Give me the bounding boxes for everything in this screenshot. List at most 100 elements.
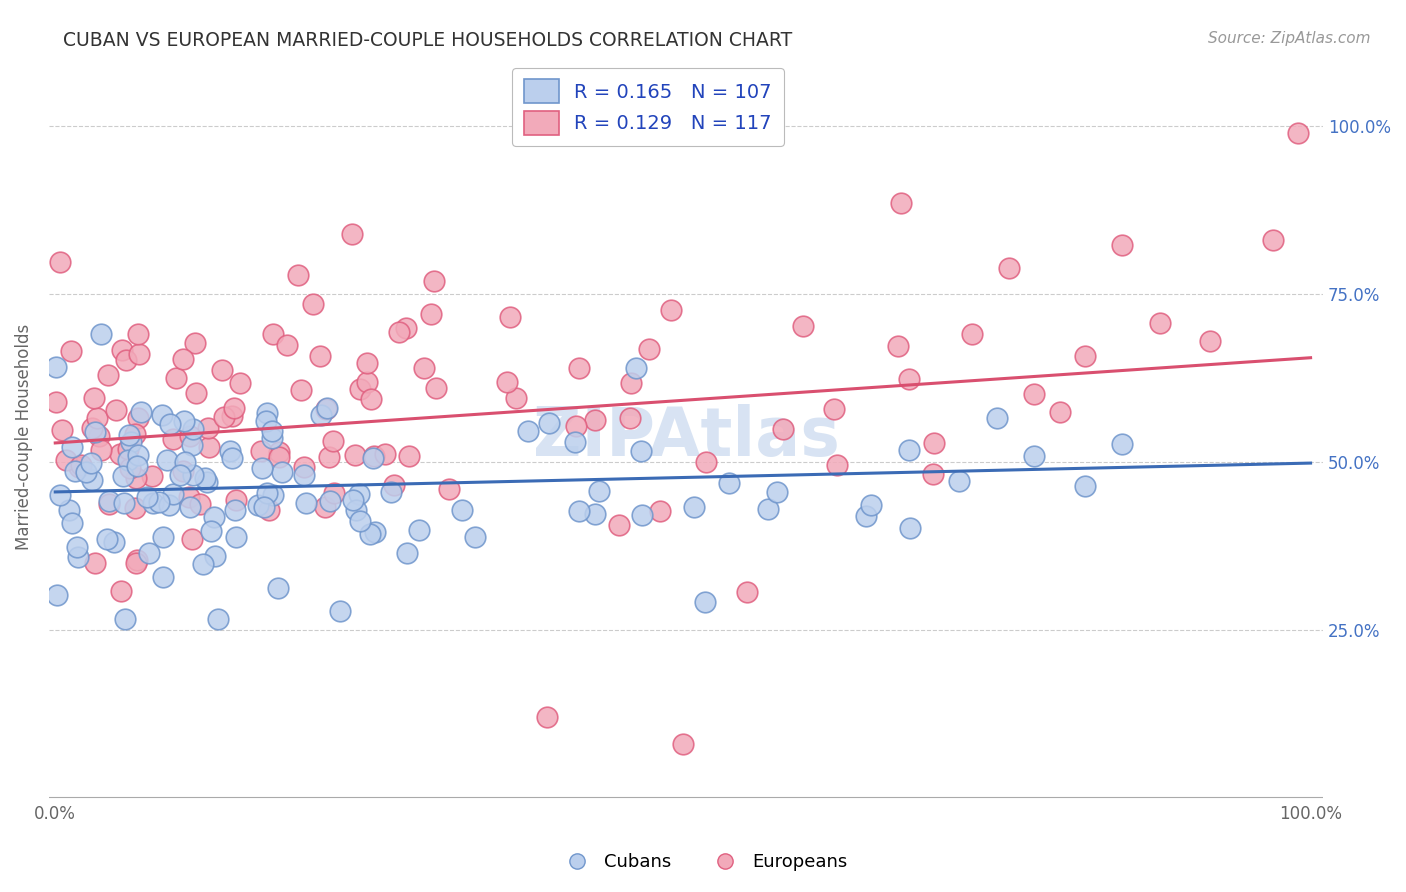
Point	[152, 570, 174, 584]
Point	[620, 376, 643, 390]
Point	[363, 449, 385, 463]
Point	[125, 470, 148, 484]
Point	[193, 558, 215, 572]
Point	[181, 533, 204, 547]
Point	[194, 471, 217, 485]
Point	[110, 583, 132, 598]
Point	[173, 455, 195, 469]
Point	[247, 499, 270, 513]
Point	[315, 401, 337, 416]
Point	[766, 484, 789, 499]
Point	[225, 530, 247, 544]
Point	[1073, 350, 1095, 364]
Point	[138, 546, 160, 560]
Point	[276, 337, 298, 351]
Point	[125, 556, 148, 570]
Point	[948, 475, 970, 489]
Point	[267, 450, 290, 464]
Point	[86, 411, 108, 425]
Point	[890, 195, 912, 210]
Point	[922, 467, 945, 482]
Point	[960, 326, 983, 341]
Point	[46, 588, 69, 602]
Point	[425, 381, 447, 395]
Point	[860, 498, 883, 512]
Point	[648, 504, 671, 518]
Point	[104, 403, 127, 417]
Legend: R = 0.165   N = 107, R = 0.129   N = 117: R = 0.165 N = 107, R = 0.129 N = 117	[512, 68, 783, 146]
Point	[360, 392, 382, 407]
Text: CUBAN VS EUROPEAN MARRIED-COUPLE HOUSEHOLDS CORRELATION CHART: CUBAN VS EUROPEAN MARRIED-COUPLE HOUSEHO…	[63, 31, 793, 50]
Point	[1261, 233, 1284, 247]
Point	[262, 431, 284, 445]
Point	[221, 409, 243, 423]
Point	[195, 475, 218, 490]
Point	[98, 497, 121, 511]
Point	[537, 416, 560, 430]
Point	[311, 408, 333, 422]
Point	[823, 402, 845, 417]
Point	[413, 360, 436, 375]
Point	[343, 448, 366, 462]
Point	[96, 532, 118, 546]
Point	[340, 227, 363, 241]
Point	[120, 435, 142, 450]
Point	[998, 260, 1021, 275]
Point	[45, 394, 67, 409]
Point	[398, 449, 420, 463]
Point	[200, 524, 222, 538]
Point	[1111, 238, 1133, 252]
Point	[314, 500, 336, 514]
Point	[49, 255, 72, 269]
Text: Source: ZipAtlas.com: Source: ZipAtlas.com	[1208, 31, 1371, 46]
Point	[128, 347, 150, 361]
Point	[630, 444, 652, 458]
Point	[67, 550, 90, 565]
Point	[162, 432, 184, 446]
Point	[129, 405, 152, 419]
Point	[388, 325, 411, 339]
Point	[112, 496, 135, 510]
Point	[179, 429, 201, 443]
Point	[188, 497, 211, 511]
Point	[142, 496, 165, 510]
Point	[309, 349, 332, 363]
Point	[735, 584, 758, 599]
Point	[159, 417, 181, 431]
Point	[374, 447, 396, 461]
Point	[112, 469, 135, 483]
Point	[115, 353, 138, 368]
Point	[897, 443, 920, 458]
Point	[382, 478, 405, 492]
Point	[380, 485, 402, 500]
Point	[181, 468, 204, 483]
Point	[60, 440, 83, 454]
Text: ZIPAtlas: ZIPAtlas	[533, 403, 839, 469]
Point	[127, 448, 149, 462]
Point	[84, 425, 107, 439]
Point	[256, 486, 278, 500]
Point	[329, 604, 352, 618]
Point	[408, 523, 430, 537]
Point	[772, 422, 794, 436]
Point	[1111, 436, 1133, 450]
Point	[564, 435, 586, 450]
Point	[262, 488, 284, 502]
Point	[1049, 405, 1071, 419]
Point	[349, 383, 371, 397]
Point	[986, 411, 1008, 425]
Point	[60, 516, 83, 531]
Point	[583, 413, 606, 427]
Point	[359, 527, 381, 541]
Point	[344, 502, 367, 516]
Point	[157, 498, 180, 512]
Point	[631, 508, 654, 523]
Point	[127, 411, 149, 425]
Point	[250, 461, 273, 475]
Point	[361, 450, 384, 465]
Point	[222, 401, 245, 415]
Point	[207, 612, 229, 626]
Point	[496, 375, 519, 389]
Point	[118, 460, 141, 475]
Point	[1024, 387, 1046, 401]
